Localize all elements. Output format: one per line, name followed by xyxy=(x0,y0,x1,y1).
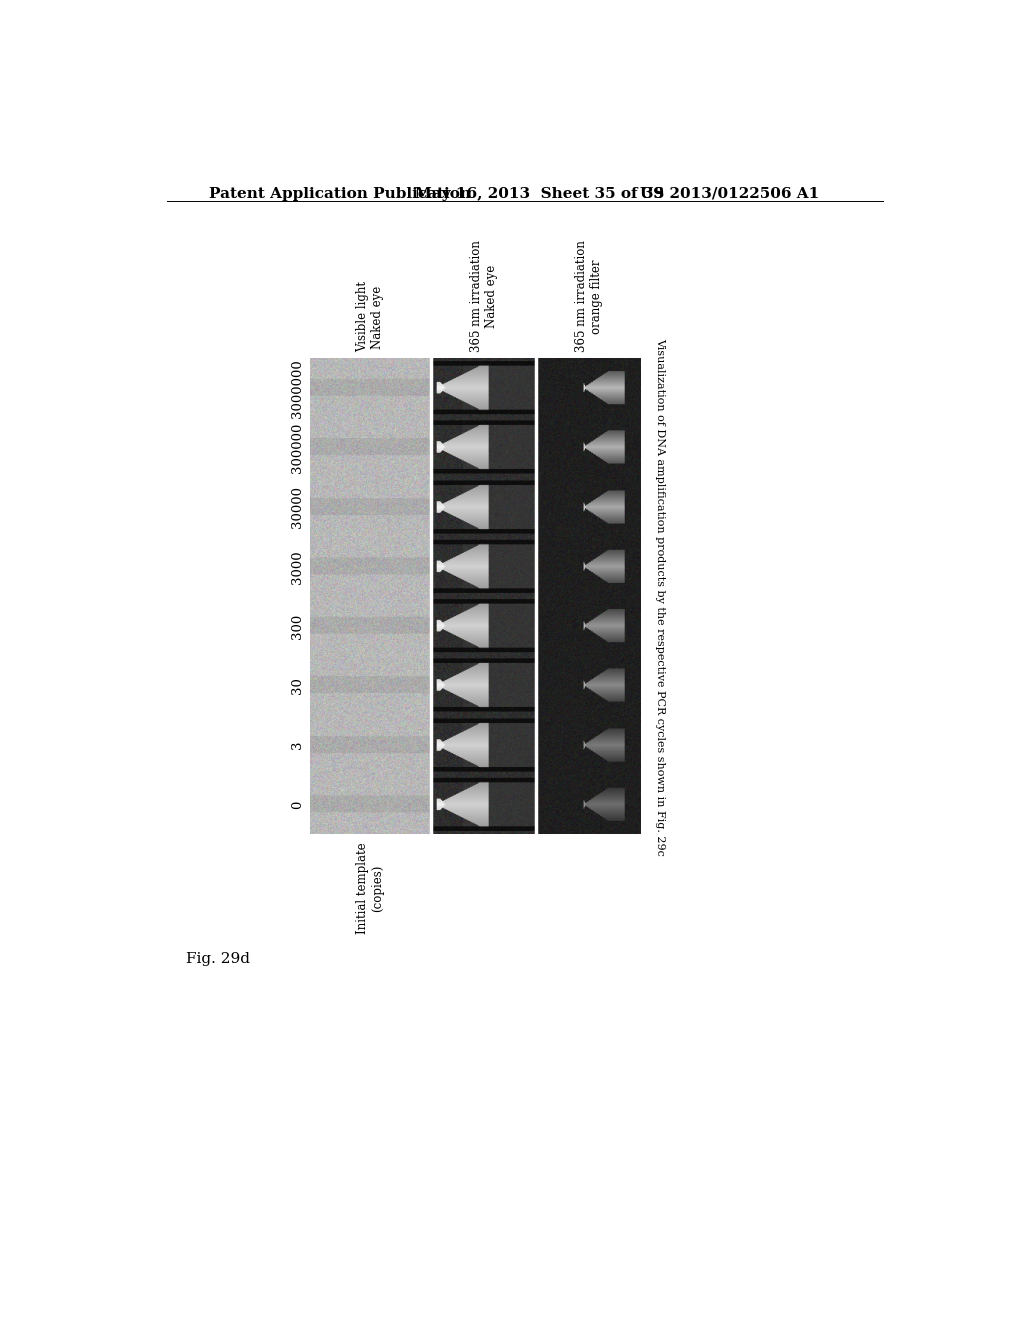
Text: 0: 0 xyxy=(291,800,304,809)
Text: Visualization of DNA amplification products by the respective PCR cycles shown i: Visualization of DNA amplification produ… xyxy=(655,338,665,855)
Text: Initial template
(copies): Initial template (copies) xyxy=(356,842,384,933)
Text: 300: 300 xyxy=(291,614,304,639)
Text: Patent Application Publication: Patent Application Publication xyxy=(209,187,471,201)
Text: Fig. 29d: Fig. 29d xyxy=(186,952,250,965)
Text: 365 nm irradiation
Naked eye: 365 nm irradiation Naked eye xyxy=(470,240,498,352)
Text: 365 nm irradiation
orange filter: 365 nm irradiation orange filter xyxy=(575,240,603,352)
Text: US 2013/0122506 A1: US 2013/0122506 A1 xyxy=(640,187,819,201)
Text: Visible light
Naked eye: Visible light Naked eye xyxy=(356,281,384,352)
Text: 300000: 300000 xyxy=(291,422,304,473)
Text: 30: 30 xyxy=(291,677,304,694)
Text: 3000: 3000 xyxy=(291,550,304,583)
Text: 30000: 30000 xyxy=(291,486,304,528)
Text: 3: 3 xyxy=(291,741,304,750)
Text: May 16, 2013  Sheet 35 of 39: May 16, 2013 Sheet 35 of 39 xyxy=(415,187,664,201)
Text: 3000000: 3000000 xyxy=(291,359,304,417)
